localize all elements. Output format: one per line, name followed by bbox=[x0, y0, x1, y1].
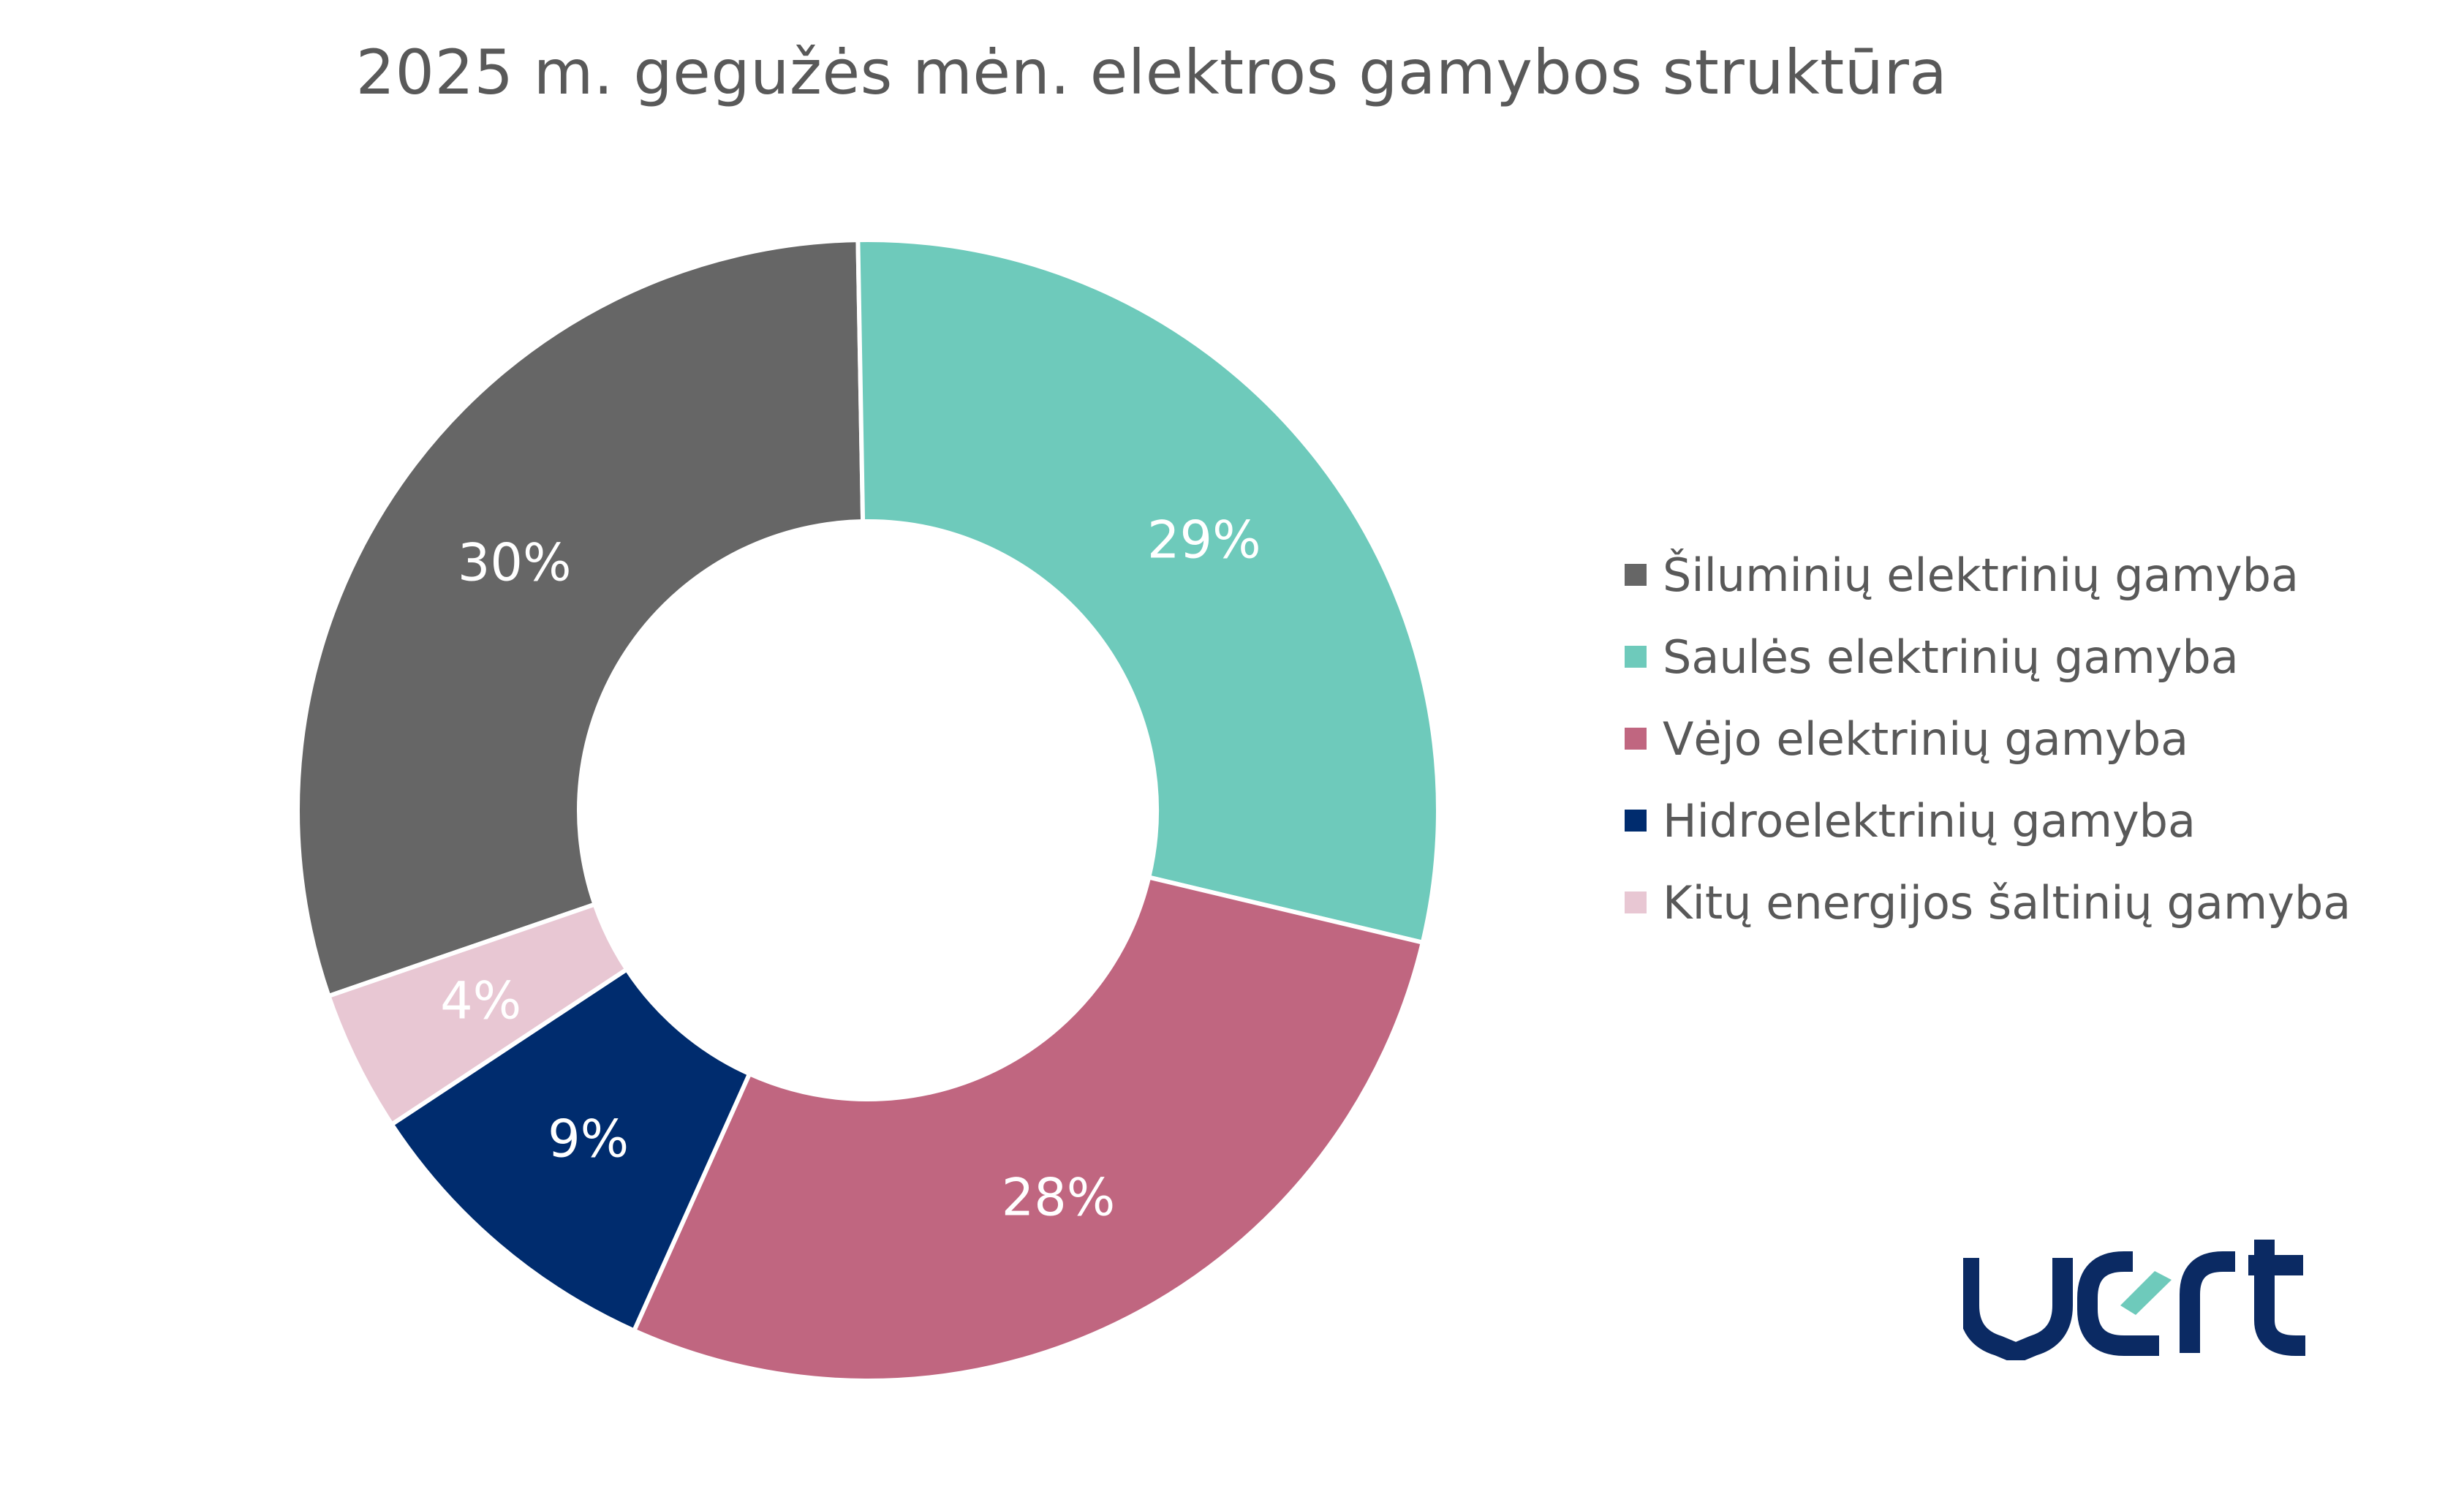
legend-label: Vėjo elektrinių gamyba bbox=[1663, 712, 2189, 766]
legend-swatch bbox=[1625, 891, 1647, 913]
legend-item-other: Kitų energijos šaltinių gamyba bbox=[1625, 862, 2351, 943]
slice-label: 28% bbox=[1002, 1167, 1116, 1227]
donut-chart: 30% 29% 28% 9% 4% bbox=[295, 238, 1441, 1383]
legend-item-wind: Vėjo elektrinių gamyba bbox=[1625, 698, 2351, 780]
donut-slice bbox=[388, 966, 753, 1334]
logo-letter-t bbox=[2248, 1240, 2305, 1356]
chart-legend: Šiluminių elektrinių gamyba Saulės elekt… bbox=[1625, 534, 2351, 943]
logo-letter-v bbox=[1963, 1258, 2073, 1360]
logo-letter-r bbox=[2180, 1251, 2235, 1353]
donut-slice bbox=[855, 238, 1441, 946]
legend-item-thermal: Šiluminių elektrinių gamyba bbox=[1625, 534, 2351, 616]
legend-label: Saulės elektrinių gamyba bbox=[1663, 630, 2239, 684]
donut-slice bbox=[631, 874, 1426, 1383]
donut-slice bbox=[295, 238, 866, 999]
chart-title: 2025 m. gegužės mėn. elektros gamybos st… bbox=[355, 37, 1948, 108]
logo-letter-e bbox=[2077, 1251, 2159, 1356]
legend-swatch bbox=[1625, 728, 1647, 750]
slice-label: 4% bbox=[440, 970, 521, 1030]
donut-slices bbox=[295, 238, 1441, 1383]
legend-item-solar: Saulės elektrinių gamyba bbox=[1625, 616, 2351, 698]
legend-swatch bbox=[1625, 646, 1647, 668]
donut-labels: 30% 29% 28% 9% 4% bbox=[440, 510, 1261, 1227]
legend-item-hydro: Hidroelektrinių gamyba bbox=[1625, 780, 2351, 862]
slice-label: 29% bbox=[1147, 510, 1261, 570]
legend-swatch bbox=[1625, 810, 1647, 832]
slice-label: 30% bbox=[458, 533, 572, 593]
donut-slice bbox=[325, 901, 630, 1128]
legend-label: Šiluminių elektrinių gamyba bbox=[1663, 548, 2299, 602]
legend-label: Kitų energijos šaltinių gamyba bbox=[1663, 875, 2351, 930]
logo-accent-mark bbox=[2120, 1271, 2172, 1315]
vert-logo bbox=[1963, 1240, 2305, 1360]
slice-label: 9% bbox=[548, 1109, 629, 1169]
legend-swatch bbox=[1625, 564, 1647, 586]
legend-label: Hidroelektrinių gamyba bbox=[1663, 793, 2196, 848]
